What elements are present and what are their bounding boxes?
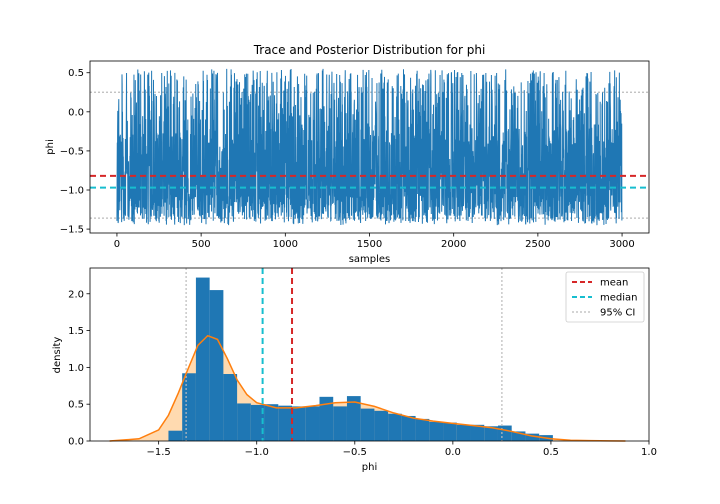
histogram-bar: [223, 374, 238, 441]
histogram-bar: [443, 422, 457, 441]
hist-x-tick-label: 1.0: [641, 447, 657, 458]
trace-y-label: phi: [45, 139, 56, 154]
hist-y-tick-label: 0.0: [68, 437, 84, 448]
hist-x-tick-label: 0.0: [445, 447, 461, 458]
hist-x-tick-label: −1.0: [245, 447, 269, 458]
histogram-bar: [264, 404, 279, 441]
histogram-bar: [484, 426, 498, 441]
kde-line: [109, 334, 626, 442]
histogram-bar: [374, 410, 389, 441]
histogram-bar: [237, 403, 251, 441]
histogram-bar: [250, 404, 265, 441]
histogram-bar: [497, 425, 512, 441]
trace-x-tick-label: 3000: [609, 239, 634, 250]
trace-y-tick-label: 0.5: [68, 68, 84, 79]
histogram-bar: [333, 406, 347, 441]
trace-y-tick-label: −1.0: [60, 186, 84, 197]
trace-plot: Trace and Posterior Distribution for phi…: [45, 43, 650, 265]
hist-x-tick-label: −0.5: [343, 447, 367, 458]
trace-x-tick-label: 0: [114, 239, 120, 250]
hist-x-axis: −1.5 −1.0 −0.5 0.0 0.5 1.0: [147, 441, 657, 458]
trace-x-tick-label: 500: [192, 239, 211, 250]
histogram-bar: [182, 373, 196, 441]
histogram-bar: [209, 290, 224, 441]
histogram-bar: [415, 418, 430, 441]
histogram-bar: [360, 408, 375, 441]
histogram-bar: [511, 431, 526, 441]
histogram-bar: [346, 396, 361, 441]
trace-y-tick-label: −0.5: [60, 146, 84, 157]
legend-ci-label: 95% CI: [600, 308, 635, 319]
histogram-bar: [319, 396, 334, 441]
histogram-bar: [388, 413, 402, 441]
legend-median-label: median: [600, 293, 638, 304]
histogram-bar: [278, 405, 293, 441]
histogram-bar: [429, 421, 444, 441]
histogram-bars: [168, 277, 553, 441]
posterior-plot: −1.5 −1.0 −0.5 0.0 0.5 1.0 0.0 0.5 1.0 1.5 2.0 ph…: [52, 267, 657, 473]
hist-axes-frame: [89, 267, 650, 442]
hist-x-label: phi: [362, 462, 377, 473]
trace-title: Trace and Posterior Distribution for phi: [253, 43, 486, 57]
histogram-bar: [292, 406, 306, 441]
hist-y-tick-label: 2.0: [68, 289, 84, 300]
histogram-bar: [470, 424, 485, 441]
histogram-bar: [401, 415, 416, 441]
hist-y-label: density: [52, 337, 63, 374]
hist-ci-lines: [185, 268, 503, 441]
trace-y-tick-label: −1.5: [60, 225, 84, 236]
hist-y-tick-label: 0.5: [68, 400, 84, 411]
trace-x-tick-label: 1000: [273, 239, 298, 250]
hist-x-tick-label: 0.5: [543, 447, 559, 458]
trace-x-tick-label: 1500: [357, 239, 382, 250]
hist-y-tick-label: 1.0: [68, 363, 84, 374]
histogram-bar: [305, 406, 320, 441]
trace-x-axis: 0 500 1000 1500 2000 2500 3000: [114, 233, 635, 250]
legend-box: [565, 271, 645, 323]
trace-y-tick-label: 0.0: [68, 107, 84, 118]
hist-y-axis: 0.0 0.5 1.0 1.5 2.0: [68, 289, 90, 448]
histogram-bar: [456, 424, 471, 441]
hist-x-tick-label: −1.5: [147, 447, 171, 458]
histogram-bar: [168, 430, 183, 441]
trace-y-axis: 0.5 0.0 −0.5 −1.0 −1.5: [60, 68, 90, 236]
legend: mean median 95% CI: [565, 271, 645, 323]
trace-x-tick-label: 2500: [525, 239, 550, 250]
trace-series-line: [116, 68, 623, 226]
hist-y-tick-label: 1.5: [68, 326, 84, 337]
legend-mean-label: mean: [600, 278, 628, 289]
histogram-bar: [525, 433, 540, 441]
trace-x-label: samples: [349, 254, 391, 265]
histogram-bar: [195, 277, 210, 441]
trace-x-tick-label: 2000: [441, 239, 466, 250]
